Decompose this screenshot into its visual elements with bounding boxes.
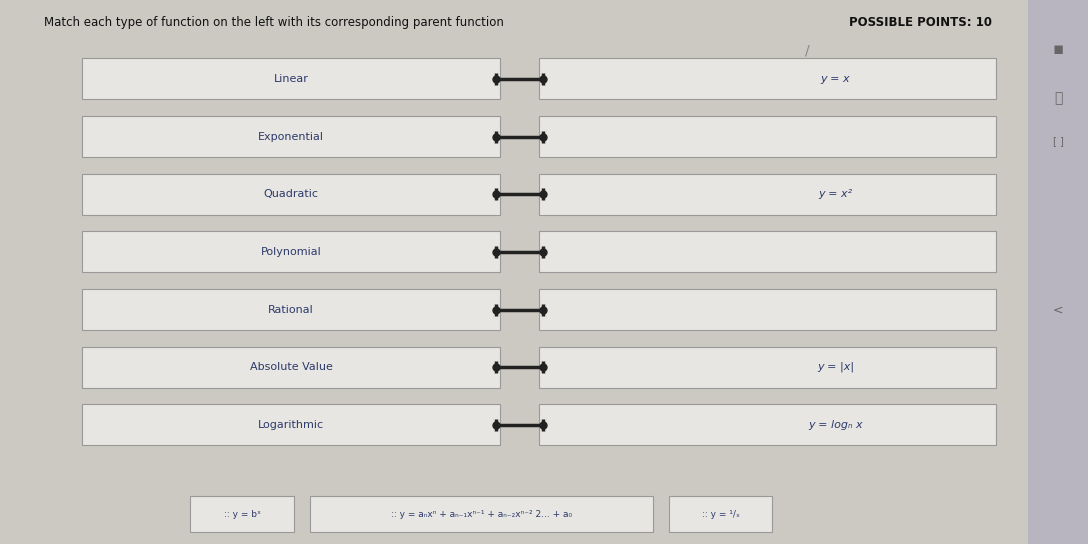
Text: POSSIBLE POINTS: 10: POSSIBLE POINTS: 10 — [849, 16, 991, 29]
FancyBboxPatch shape — [669, 496, 772, 532]
Text: ⓘ: ⓘ — [1054, 91, 1062, 105]
Text: Quadratic: Quadratic — [263, 189, 319, 199]
FancyBboxPatch shape — [82, 347, 500, 387]
FancyBboxPatch shape — [539, 59, 996, 99]
Text: Linear: Linear — [273, 74, 309, 84]
Text: y = x²: y = x² — [818, 189, 853, 199]
FancyBboxPatch shape — [539, 289, 996, 330]
Text: :: y = ¹/ₓ: :: y = ¹/ₓ — [702, 510, 740, 518]
FancyBboxPatch shape — [539, 174, 996, 214]
Text: ▪: ▪ — [1052, 40, 1064, 58]
FancyBboxPatch shape — [1028, 0, 1088, 544]
FancyBboxPatch shape — [539, 232, 996, 273]
FancyBboxPatch shape — [539, 405, 996, 445]
FancyBboxPatch shape — [82, 174, 500, 214]
Text: :: y = aₙxⁿ + aₙ₋₁xⁿ⁻¹ + aₙ₋₂xⁿ⁻² 2... + a₀: :: y = aₙxⁿ + aₙ₋₁xⁿ⁻¹ + aₙ₋₂xⁿ⁻² 2... +… — [391, 510, 572, 518]
Text: [ ]: [ ] — [1053, 137, 1063, 146]
Text: Logarithmic: Logarithmic — [258, 420, 324, 430]
Text: Match each type of function on the left with its corresponding parent function: Match each type of function on the left … — [44, 16, 504, 29]
Text: /: / — [805, 44, 809, 58]
FancyBboxPatch shape — [190, 496, 294, 532]
Text: :: y = bˣ: :: y = bˣ — [223, 510, 261, 518]
Text: <: < — [1053, 304, 1063, 317]
FancyBboxPatch shape — [539, 347, 996, 387]
Text: Absolute Value: Absolute Value — [249, 362, 333, 372]
Text: Rational: Rational — [268, 305, 314, 314]
FancyBboxPatch shape — [82, 405, 500, 445]
FancyBboxPatch shape — [82, 289, 500, 330]
FancyBboxPatch shape — [82, 116, 500, 157]
Text: Polynomial: Polynomial — [261, 247, 321, 257]
FancyBboxPatch shape — [82, 232, 500, 273]
Text: y = logₙ x: y = logₙ x — [808, 420, 863, 430]
FancyBboxPatch shape — [310, 496, 653, 532]
FancyBboxPatch shape — [539, 116, 996, 157]
FancyBboxPatch shape — [82, 59, 500, 99]
Text: Exponential: Exponential — [258, 132, 324, 141]
Text: y = |x|: y = |x| — [817, 362, 854, 373]
Text: y = x: y = x — [820, 74, 851, 84]
